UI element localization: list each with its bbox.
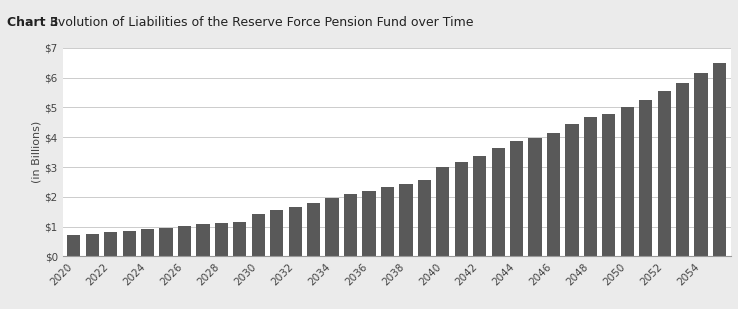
- Bar: [289, 207, 302, 256]
- Bar: [547, 133, 560, 256]
- Bar: [307, 203, 320, 256]
- Bar: [141, 229, 154, 256]
- Bar: [473, 156, 486, 256]
- Bar: [252, 214, 265, 256]
- Bar: [510, 141, 523, 256]
- Bar: [713, 63, 726, 256]
- Bar: [381, 187, 394, 256]
- Bar: [455, 162, 468, 256]
- Bar: [528, 138, 542, 256]
- Bar: [565, 125, 579, 256]
- Text: Chart 3: Chart 3: [7, 16, 59, 29]
- Bar: [639, 100, 652, 256]
- Bar: [344, 194, 357, 256]
- Bar: [325, 198, 339, 256]
- Bar: [436, 167, 449, 256]
- Bar: [418, 180, 431, 256]
- Bar: [233, 222, 246, 256]
- Bar: [104, 232, 117, 256]
- Bar: [159, 227, 173, 256]
- Bar: [584, 117, 597, 256]
- Bar: [676, 83, 689, 256]
- Bar: [67, 235, 80, 256]
- Text: Evolution of Liabilities of the Reserve Force Pension Fund over Time: Evolution of Liabilities of the Reserve …: [50, 16, 474, 29]
- Bar: [86, 234, 99, 256]
- Bar: [196, 224, 210, 256]
- Bar: [362, 191, 376, 256]
- Bar: [178, 226, 191, 256]
- Bar: [215, 223, 228, 256]
- Bar: [694, 73, 708, 256]
- Y-axis label: (in Billions): (in Billions): [32, 121, 42, 183]
- Bar: [123, 231, 136, 256]
- Bar: [270, 210, 283, 256]
- Bar: [602, 114, 615, 256]
- Bar: [658, 91, 671, 256]
- Bar: [492, 148, 505, 256]
- Bar: [621, 108, 634, 256]
- Bar: [399, 184, 413, 256]
